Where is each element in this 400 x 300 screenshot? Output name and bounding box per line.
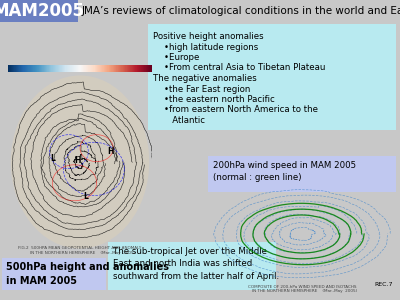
Text: •the Far East region: •the Far East region — [153, 85, 250, 94]
Text: •the eastern north Pacific: •the eastern north Pacific — [153, 95, 275, 104]
Text: COMPOSITE OF 200-hPa WIND SPEED AND ISOTACHS
    IN THE NORTHERN HEMISPHERE    (: COMPOSITE OF 200-hPa WIND SPEED AND ISOT… — [247, 285, 357, 293]
Text: MAM2005: MAM2005 — [0, 2, 85, 20]
FancyBboxPatch shape — [208, 156, 396, 192]
Text: REC.7: REC.7 — [374, 282, 392, 287]
Text: •from eastern North America to the: •from eastern North America to the — [153, 106, 318, 115]
Text: H: H — [107, 147, 114, 156]
Text: 200hPa wind speed in MAM 2005
(normal : green line): 200hPa wind speed in MAM 2005 (normal : … — [213, 161, 356, 182]
Text: The negative anomalies: The negative anomalies — [153, 74, 257, 83]
Text: H: H — [74, 156, 80, 165]
Text: JMA’s reviews of climatological conditions in the world and Eastern Asia: JMA’s reviews of climatological conditio… — [82, 6, 400, 16]
Text: The sub-tropical Jet over the Middle
East and north India was shifted
southward : The sub-tropical Jet over the Middle Eas… — [113, 247, 279, 281]
Text: FIG.2  500HPA MEAN GEOPOTENTIAL HEIGHT AND ANOMALY
    IN THE NORTHERN HEMISPHER: FIG.2 500HPA MEAN GEOPOTENTIAL HEIGHT AN… — [18, 247, 142, 255]
Text: •From central Asia to Tibetan Plateau: •From central Asia to Tibetan Plateau — [153, 64, 325, 73]
Text: Atlantic: Atlantic — [153, 116, 205, 125]
Text: Positive height anomalies: Positive height anomalies — [153, 32, 264, 41]
Text: •Europe: •Europe — [153, 53, 199, 62]
Text: L: L — [50, 154, 55, 163]
Text: •high latitude regions: •high latitude regions — [153, 43, 258, 52]
FancyBboxPatch shape — [2, 258, 106, 290]
Text: L: L — [83, 192, 88, 201]
FancyBboxPatch shape — [0, 0, 78, 22]
Text: 500hPa height and anomalies
in MAM 2005: 500hPa height and anomalies in MAM 2005 — [6, 262, 169, 286]
FancyBboxPatch shape — [148, 24, 396, 130]
Ellipse shape — [11, 76, 149, 248]
FancyBboxPatch shape — [108, 242, 276, 290]
